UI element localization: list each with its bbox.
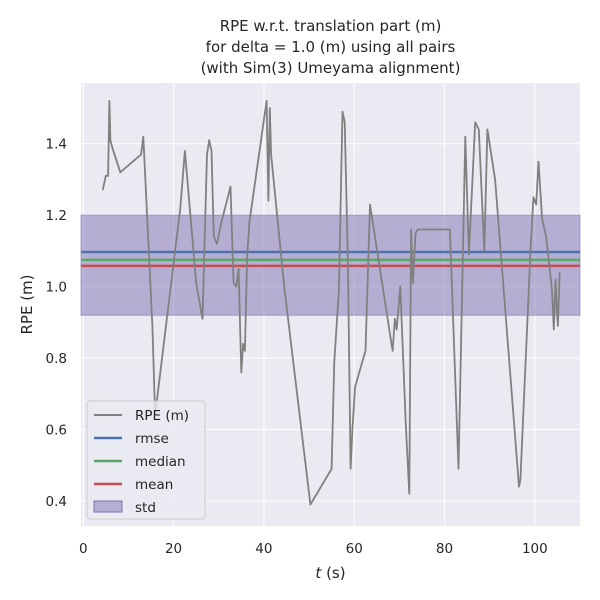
legend-rmse-label: rmse bbox=[135, 431, 169, 447]
legend-rpe-label: RPE (m) bbox=[135, 408, 189, 424]
legend-median-label: median bbox=[135, 454, 186, 470]
x-tick-label: 80 bbox=[436, 541, 453, 557]
legend: RPE (m) rmse median mean std bbox=[86, 400, 206, 520]
y-axis-ticks: 0.4 0.6 0.8 1.0 1.2 1.4 bbox=[46, 137, 67, 510]
chart-title: RPE w.r.t. translation part (m) for delt… bbox=[201, 17, 461, 77]
x-axis-label-unit: (s) bbox=[321, 564, 345, 582]
x-axis-label: t (s) bbox=[315, 564, 345, 582]
legend-std-label: std bbox=[135, 500, 156, 516]
chart-title-line-3: (with Sim(3) Umeyama alignment) bbox=[201, 59, 461, 77]
x-axis-label-italic: t bbox=[315, 564, 322, 582]
y-tick-label: 1.2 bbox=[46, 208, 67, 224]
x-tick-label: 40 bbox=[255, 541, 272, 557]
x-tick-label: 20 bbox=[165, 541, 182, 557]
rpe-series-line bbox=[101, 100, 561, 506]
y-axis-label: RPE (m) bbox=[18, 274, 36, 334]
statistics-layer bbox=[80, 214, 581, 316]
x-tick-label: 0 bbox=[79, 541, 88, 557]
y-tick-label: 0.8 bbox=[46, 351, 67, 367]
y-tick-label: 0.4 bbox=[46, 494, 67, 510]
y-tick-label: 1.0 bbox=[46, 280, 67, 296]
chart-title-line-2: for delta = 1.0 (m) using all pairs bbox=[206, 38, 456, 56]
x-axis-ticks: 0 20 40 60 80 100 bbox=[79, 541, 548, 557]
legend-std-swatch bbox=[93, 500, 123, 513]
x-tick-label: 60 bbox=[346, 541, 363, 557]
series-layer bbox=[101, 100, 561, 506]
legend-mean-label: mean bbox=[135, 477, 173, 493]
y-tick-label: 0.6 bbox=[46, 423, 67, 439]
legend-box bbox=[86, 400, 206, 520]
y-tick-label: 1.4 bbox=[46, 137, 67, 153]
x-tick-label: 100 bbox=[522, 541, 548, 557]
chart-title-line-1: RPE w.r.t. translation part (m) bbox=[220, 17, 442, 35]
